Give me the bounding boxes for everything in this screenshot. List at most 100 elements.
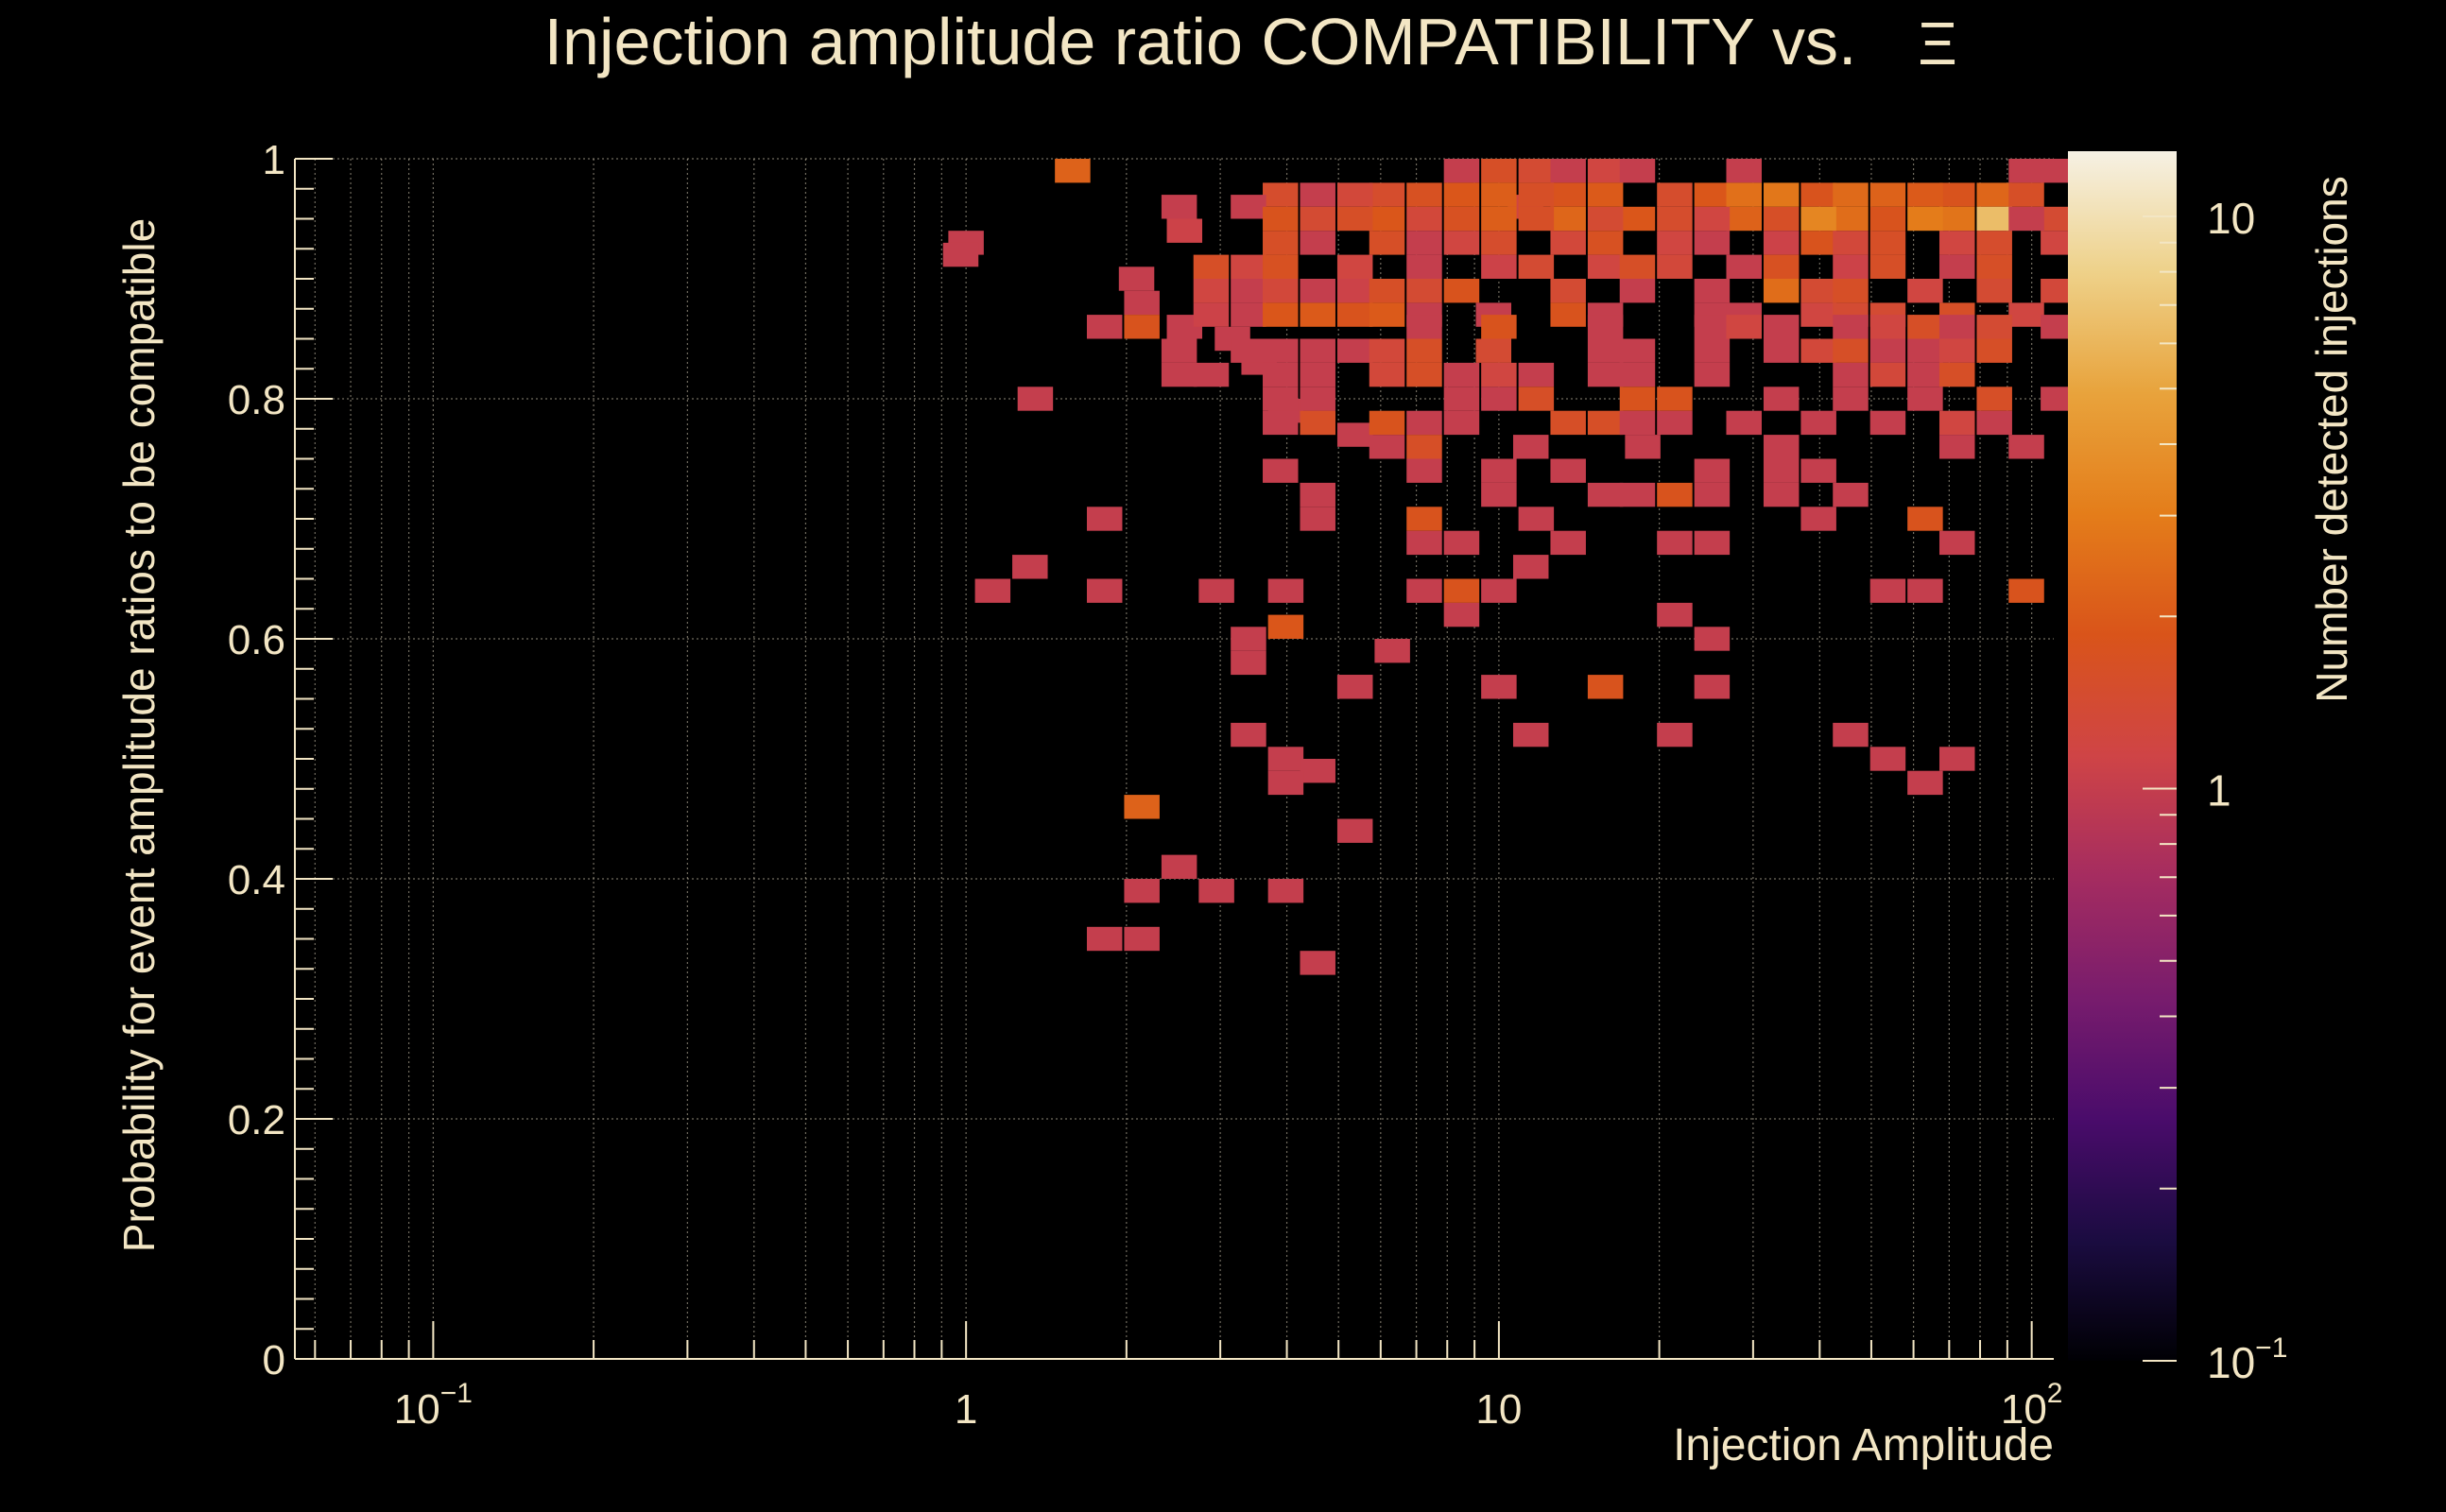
heatmap-cell [1263, 182, 1299, 207]
heatmap-cell [1763, 182, 1800, 207]
heatmap-cell [1263, 458, 1299, 483]
heatmap-cell [1800, 458, 1836, 483]
x-tick-label-exponent: 2 [2047, 1378, 2063, 1409]
heatmap-cell [1657, 206, 1693, 232]
heatmap-cell [1300, 507, 1335, 531]
heatmap-cell [1833, 338, 1869, 363]
heatmap-cell [1086, 507, 1123, 531]
heatmap-cell [1336, 206, 1373, 232]
heatmap-cell [1406, 507, 1442, 531]
heatmap-cell [1443, 279, 1480, 303]
heatmap-cell [1907, 279, 1943, 303]
heatmap-cell [1369, 231, 1405, 255]
y-tick-label: 0.4 [228, 857, 285, 903]
heatmap-cell [1443, 602, 1480, 627]
heatmap-cell [1481, 675, 1517, 699]
heatmap-cell [1300, 338, 1335, 363]
heatmap-cell [1231, 650, 1266, 676]
heatmap-cell [1443, 159, 1480, 183]
heatmap-cell [1369, 206, 1405, 232]
heatmap-cell [1231, 195, 1266, 219]
heatmap-cell [1833, 279, 1869, 303]
heatmap-cell [1763, 254, 1800, 279]
heatmap-cell [2008, 206, 2044, 232]
heatmap-cell [1833, 231, 1869, 255]
heatmap-cell [1263, 302, 1299, 327]
heatmap-cell [1657, 722, 1693, 747]
heatmap-cell [1231, 279, 1266, 303]
heatmap-cell [1336, 279, 1373, 303]
heatmap-cell [1587, 362, 1624, 387]
heatmap-cell [1161, 195, 1197, 219]
heatmap-cell [1833, 182, 1869, 207]
heatmap-cell [1443, 362, 1480, 387]
heatmap-cell [1726, 410, 1762, 436]
heatmap-cell [1833, 315, 1869, 339]
heatmap-cell [1726, 206, 1762, 232]
heatmap-cell [1406, 231, 1442, 255]
heatmap-cell [1938, 206, 1975, 232]
heatmap-cell [1907, 362, 1943, 387]
heatmap-cell [1550, 458, 1586, 483]
heatmap-cell [1657, 482, 1693, 507]
heatmap-cell [1481, 159, 1517, 183]
heatmap-cell [1369, 338, 1405, 363]
heatmap-cell [2008, 182, 2044, 207]
heatmap-cell [1198, 879, 1234, 903]
heatmap-cell [1976, 231, 2012, 255]
heatmap-cell [1406, 410, 1442, 436]
heatmap-cell [1443, 530, 1480, 556]
heatmap-cell [1550, 182, 1586, 207]
heatmap-cell [1907, 182, 1943, 207]
heatmap-cell [1518, 387, 1555, 411]
heatmap-cell [1267, 747, 1304, 771]
heatmap-cell [1550, 231, 1586, 255]
heatmap-cell [1800, 231, 1836, 255]
heatmap-cell [1907, 770, 1943, 796]
heatmap-cell [1263, 279, 1299, 303]
heatmap-cell [1938, 231, 1975, 255]
heatmap-cell [1336, 818, 1373, 843]
heatmap-cell [1869, 578, 1906, 603]
heatmap-cell [1625, 435, 1661, 459]
heatmap-cell [1369, 182, 1405, 207]
heatmap-cell [1300, 362, 1335, 387]
heatmap-cell [1726, 254, 1762, 279]
heatmap-cell [1263, 254, 1299, 279]
heatmap-cell [1263, 387, 1299, 411]
colorbar-label: Number detected injections [2307, 176, 2356, 702]
heatmap-cell [1657, 387, 1693, 411]
heatmap-cell [1938, 435, 1975, 459]
heatmap-cell [1443, 410, 1480, 436]
heatmap-cell [1161, 362, 1197, 387]
heatmap-cell [1619, 338, 1656, 363]
y-axis-label: Probability for event amplitude ratios t… [114, 218, 164, 1252]
heatmap-cell [1694, 458, 1731, 483]
y-tick-label: 0 [263, 1337, 285, 1383]
heatmap-cell [1267, 879, 1304, 903]
heatmap-cell [1518, 206, 1555, 232]
heatmap-cell [1938, 530, 1975, 556]
y-tick-label: 0.8 [228, 377, 285, 423]
heatmap-cell [1657, 231, 1693, 255]
heatmap-cell [1300, 182, 1335, 207]
heatmap-cell [1587, 159, 1624, 183]
colorbar-scale [2068, 151, 2177, 1361]
heatmap-cell [1369, 302, 1405, 327]
heatmap-cell [1694, 279, 1731, 303]
heatmap-cell [1800, 206, 1836, 232]
heatmap-cell [1657, 410, 1693, 436]
heatmap-cell [1161, 854, 1197, 879]
heatmap-cell [1267, 614, 1304, 639]
heatmap-cell [1193, 279, 1230, 303]
heatmap-cell [1518, 159, 1555, 183]
heatmap-cell [1976, 206, 2012, 232]
heatmap-cell [1300, 279, 1335, 303]
heatmap-cell [1907, 387, 1943, 411]
heatmap-cell [1869, 410, 1906, 436]
heatmap-cell [1512, 722, 1549, 747]
heatmap-cell [1976, 338, 2012, 363]
heatmap-cell [1336, 182, 1373, 207]
heatmap-cell [1833, 387, 1869, 411]
